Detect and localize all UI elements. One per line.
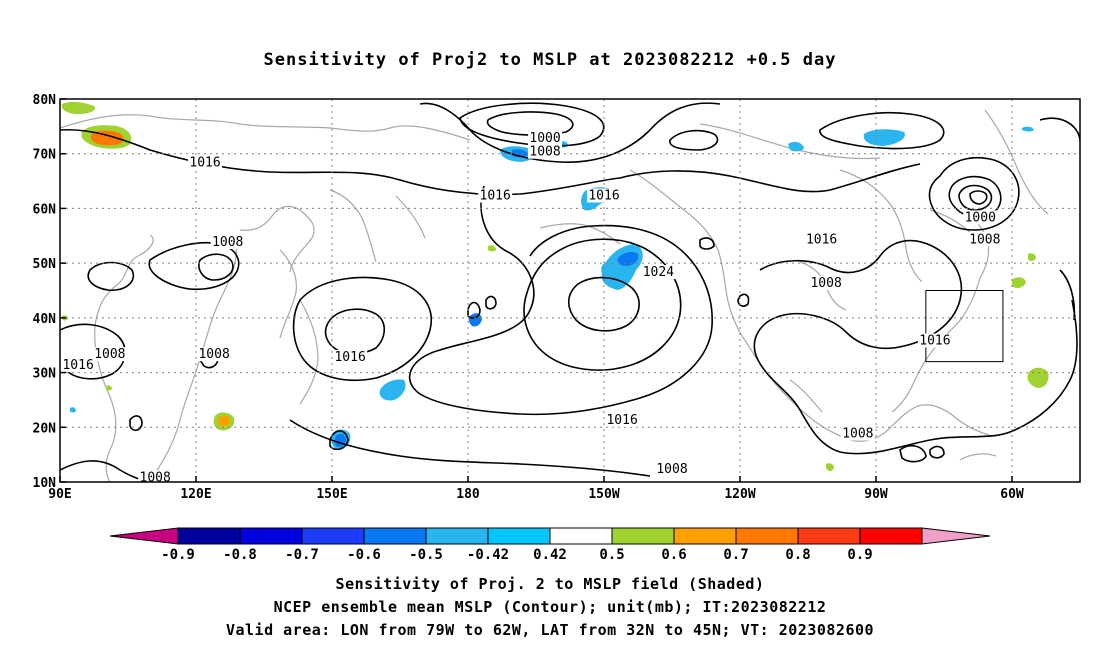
contour-label-bg bbox=[210, 234, 245, 249]
contour-label: 1016 bbox=[806, 232, 837, 247]
contour-label: 1016 bbox=[189, 156, 220, 171]
colorbar-label: -0.9 bbox=[161, 547, 195, 563]
y-tick-label: 80N bbox=[33, 93, 57, 108]
contour-label-bg bbox=[605, 412, 640, 427]
colorbar-segment bbox=[735, 527, 799, 545]
y-tick-label: 50N bbox=[33, 257, 57, 272]
contour-label-bg bbox=[333, 349, 368, 364]
colorbar-label: 0.6 bbox=[661, 547, 686, 563]
contour-label-bg bbox=[641, 265, 676, 280]
contour-label: 1016 bbox=[919, 333, 950, 348]
x-tick-label: 180 bbox=[456, 487, 480, 502]
caption-contour: NCEP ensemble mean MSLP (Contour); unit(… bbox=[273, 598, 827, 616]
contour-label-bg bbox=[809, 276, 844, 291]
y-axis: 10N 20N 30N 40N 50N 60N 70N 80N bbox=[33, 93, 66, 491]
colorbar-label: 0.42 bbox=[533, 547, 567, 563]
colorbar-label: -0.7 bbox=[285, 547, 319, 563]
contour-label-bg bbox=[478, 188, 513, 203]
x-tick-label: 90E bbox=[48, 487, 71, 502]
caption-shading: Sensitivity of Proj. 2 to MSLP field (Sh… bbox=[335, 575, 765, 593]
contour-label-bg bbox=[197, 347, 232, 362]
contour-label: 1016 bbox=[588, 188, 619, 203]
y-tick-label: 20N bbox=[33, 421, 57, 436]
colorbar-segment bbox=[425, 527, 489, 545]
contour-label: 1016 bbox=[62, 358, 93, 373]
contour-label: 1008 bbox=[656, 462, 687, 477]
chart-title: Sensitivity of Proj2 to MSLP at 20230822… bbox=[263, 50, 837, 70]
contour-label: 1024 bbox=[643, 265, 674, 280]
contour-label: 1016 bbox=[606, 413, 637, 428]
contour-label: 1000 bbox=[529, 131, 560, 146]
contour-label-bg bbox=[967, 232, 1002, 247]
colorbar-segment bbox=[239, 527, 303, 545]
colorbar-segment bbox=[487, 527, 551, 545]
validation-area-box bbox=[925, 290, 1004, 363]
contour-label-bg bbox=[188, 155, 223, 170]
contour-label-bg bbox=[655, 462, 689, 477]
y-tick-label: 60N bbox=[33, 202, 57, 217]
colorbar-segment bbox=[301, 527, 365, 545]
colorbar-label: -0.5 bbox=[409, 547, 443, 563]
contour-label-bg bbox=[804, 232, 839, 247]
contour-label: 1008 bbox=[94, 347, 125, 362]
contour-label-bg bbox=[917, 333, 952, 348]
colorbar-min-triangle bbox=[109, 527, 179, 545]
contour-label-bg bbox=[528, 131, 563, 146]
caption-valid-area: Valid area: LON from 79W to 62W, LAT fro… bbox=[225, 621, 875, 639]
contour-label-bg bbox=[92, 347, 127, 362]
colorbar-label: -0.8 bbox=[223, 547, 257, 563]
x-tick-label: 120E bbox=[180, 487, 211, 502]
y-tick-label: 30N bbox=[33, 367, 57, 382]
plot-frame bbox=[59, 98, 1081, 483]
contour-label-bg bbox=[138, 470, 173, 485]
colorbar-label: 0.5 bbox=[599, 547, 624, 563]
contour-label: 1000 bbox=[965, 210, 996, 225]
colorbar-max-triangle bbox=[921, 527, 991, 545]
contour-label: 1008 bbox=[842, 426, 873, 441]
contour-label: 1008 bbox=[529, 145, 560, 160]
contour-label-bg bbox=[840, 426, 875, 441]
contour-label-bg bbox=[61, 358, 96, 373]
colorbar-segment bbox=[673, 527, 737, 545]
x-tick-label: 60W bbox=[1000, 487, 1024, 502]
x-tick-label: 150W bbox=[588, 487, 619, 502]
x-tick-label: 120W bbox=[724, 487, 755, 502]
y-tick-label: 70N bbox=[33, 148, 57, 163]
colorbar-segment bbox=[611, 527, 675, 545]
colorbar-segment bbox=[797, 527, 861, 545]
contour-label-bg bbox=[528, 144, 563, 159]
y-tick-label: 10N bbox=[33, 476, 57, 491]
contour-label: 1016 bbox=[334, 350, 365, 365]
x-tick-label: 150E bbox=[316, 487, 347, 502]
colorbar-label: -0.42 bbox=[467, 547, 509, 563]
contour-label: 1016 bbox=[480, 188, 511, 203]
colorbar-segment bbox=[549, 527, 613, 545]
colorbar-label: 0.7 bbox=[723, 547, 748, 563]
colorbar-label: 0.8 bbox=[785, 547, 810, 563]
contour-label: 1008 bbox=[212, 235, 243, 250]
contour-label-bg bbox=[963, 210, 998, 225]
contour-label: 1008 bbox=[198, 347, 229, 362]
grid-lines bbox=[60, 99, 1080, 482]
contour-label: 1008 bbox=[969, 232, 1000, 247]
colorbar-label: -0.6 bbox=[347, 547, 381, 563]
contour-label: 1008 bbox=[810, 276, 841, 291]
colorbar-segment bbox=[859, 527, 923, 545]
x-tick-label: 90W bbox=[864, 487, 888, 502]
x-axis: 90E 120E 150E 180 150W 120W 90W 60W bbox=[48, 476, 1024, 502]
colorbar-label: 0.9 bbox=[847, 547, 872, 563]
contour-label-bg bbox=[587, 188, 621, 203]
colorbar-segment bbox=[177, 527, 241, 545]
colorbar-segment bbox=[363, 527, 427, 545]
y-tick-label: 40N bbox=[33, 312, 57, 327]
